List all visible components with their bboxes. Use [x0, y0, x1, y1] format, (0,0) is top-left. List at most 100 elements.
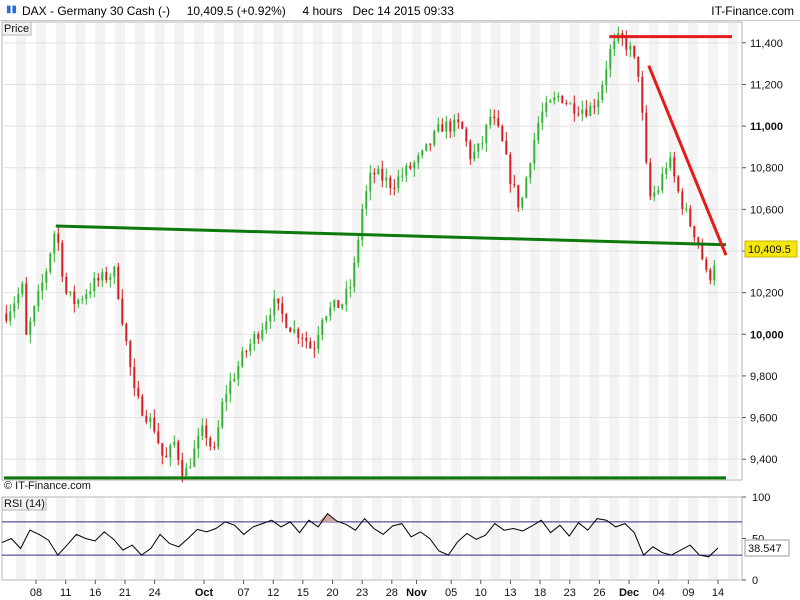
rsi-day-stripe	[253, 498, 264, 579]
candle-body-up	[345, 288, 348, 305]
candle-body-down	[213, 446, 216, 448]
rsi-day-stripe	[154, 498, 165, 579]
rsi-day-stripe	[16, 498, 27, 579]
rsi-day-stripe	[352, 498, 363, 579]
x-tick-label: 28	[386, 587, 398, 599]
candle-body-up	[217, 427, 220, 447]
price-tick-label: 9,400	[750, 454, 778, 466]
price-tick-label: 10,200	[750, 288, 784, 300]
candle-body-up	[369, 172, 372, 192]
candle-body-up	[477, 143, 480, 152]
brand-name: IT-Finance.com	[711, 4, 794, 18]
candle-body-down	[57, 233, 60, 243]
candle-body-down	[625, 38, 628, 50]
candle-body-down	[461, 122, 464, 129]
candle-body-down	[313, 348, 316, 350]
candle-body-down	[289, 327, 292, 333]
candle-body-up	[225, 394, 228, 402]
candle-body-down	[465, 128, 468, 142]
candle-body-up	[433, 131, 436, 145]
candle-body-up	[341, 304, 344, 308]
candle-body-down	[645, 112, 648, 163]
candle-body-down	[65, 276, 68, 294]
candle-body-down	[125, 323, 128, 342]
candle-body-down	[697, 237, 700, 243]
rsi-day-stripe	[391, 498, 402, 579]
candle-body-up	[557, 95, 560, 98]
resistance-trendline[interactable]	[647, 65, 728, 256]
rsi-line	[1, 512, 719, 558]
candle-body-down	[649, 162, 652, 197]
candle-body-up	[437, 124, 440, 132]
candle-body-up	[37, 291, 40, 307]
rsi-day-stripe	[727, 498, 738, 579]
rsi-day-stripe	[273, 498, 284, 579]
candle-body-up	[261, 329, 264, 339]
candle-body-down	[281, 303, 284, 315]
candle-body-up	[421, 150, 424, 156]
candle-body-up	[661, 174, 664, 191]
price-tick-label: 10,600	[750, 204, 784, 216]
rsi-day-stripe	[688, 498, 699, 579]
candle-body-down	[689, 208, 692, 227]
rsi-day-stripe	[629, 498, 639, 579]
candle-body-down	[305, 337, 308, 342]
candle-body-down	[709, 269, 712, 281]
candle-body-down	[441, 124, 444, 132]
candle-body-down	[497, 118, 500, 126]
candle-body-up	[545, 102, 548, 112]
x-tick-label: 13	[504, 587, 516, 599]
candle-body-up	[229, 381, 232, 395]
candle-body-down	[5, 313, 8, 321]
candle-body-down	[573, 103, 576, 114]
candle-body-down	[565, 103, 568, 104]
chart-icon: ▮▮	[6, 4, 18, 15]
candle-body-up	[41, 282, 44, 291]
candle-body-down	[577, 113, 580, 115]
candle-body-down	[145, 415, 148, 423]
candle-body-up	[317, 334, 320, 349]
candle-body-up	[21, 283, 24, 294]
rsi-day-stripe	[134, 498, 145, 579]
candle-body-down	[297, 329, 300, 338]
candle-body-down	[469, 141, 472, 160]
rsi-day-stripe	[55, 498, 66, 579]
candle-body-up	[69, 291, 72, 294]
candle-body-up	[13, 303, 16, 312]
candle-body-up	[401, 175, 404, 177]
support-trendline[interactable]	[55, 224, 727, 247]
candle-body-up	[353, 262, 356, 288]
price-tick-label: 9,800	[750, 371, 778, 383]
candle-body-up	[329, 307, 332, 317]
candle-body-up	[85, 294, 88, 299]
candle-body-up	[473, 151, 476, 160]
candle-body-up	[237, 366, 240, 379]
candle-body-down	[257, 334, 260, 339]
x-tick-label: Dec	[619, 587, 639, 599]
candle-body-up	[653, 192, 656, 197]
rsi-tick-label: 100	[752, 492, 770, 504]
candle-body-down	[161, 443, 164, 456]
x-tick-label: 20	[326, 587, 338, 599]
candle-body-down	[381, 168, 384, 181]
candle-body-down	[157, 431, 160, 444]
candle-body-up	[569, 103, 572, 105]
candle-body-down	[285, 314, 288, 328]
candle-body-up	[397, 176, 400, 188]
x-tick-label: 26	[593, 587, 605, 599]
candle-body-down	[457, 119, 460, 123]
x-tick-label: 24	[148, 587, 160, 599]
x-tick-label: Nov	[406, 587, 428, 599]
candle-body-up	[169, 445, 172, 458]
candle-body-up	[365, 191, 368, 209]
candle-body-up	[597, 100, 600, 108]
candle-body-down	[141, 396, 144, 416]
x-tick-label: 10	[475, 587, 487, 599]
last-price-label: 10,409.5	[748, 244, 791, 256]
candle-body-up	[589, 106, 592, 116]
candle-body-up	[249, 344, 252, 352]
candle-body-down	[97, 277, 100, 281]
candle-body-down	[209, 438, 212, 447]
